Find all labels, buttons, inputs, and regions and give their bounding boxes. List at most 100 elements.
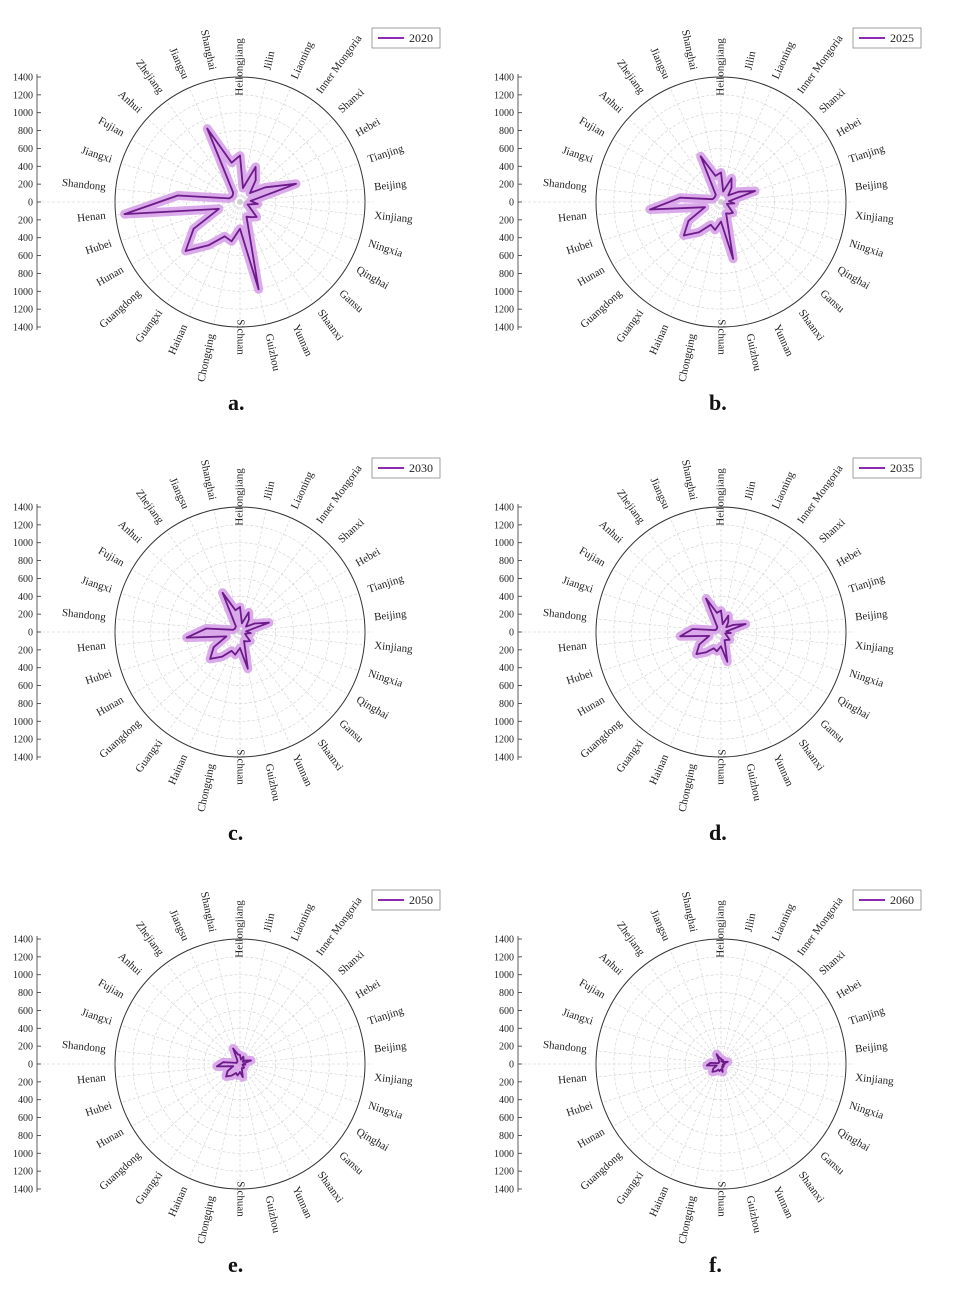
data-point bbox=[250, 1059, 252, 1062]
tick-label: 1000 bbox=[494, 1149, 514, 1160]
category-label: Guangdong bbox=[97, 717, 144, 761]
data-point bbox=[720, 645, 722, 648]
category-label: Ningxia bbox=[367, 1100, 405, 1122]
category-label: Yunnan bbox=[290, 1185, 315, 1221]
spoke bbox=[239, 949, 292, 1065]
data-point bbox=[725, 634, 728, 636]
legend[interactable]: 2025 bbox=[852, 27, 922, 49]
tick-label: 200 bbox=[499, 1042, 514, 1053]
data-point bbox=[725, 630, 728, 633]
legend[interactable]: 2030 bbox=[371, 457, 441, 479]
spoke bbox=[146, 631, 241, 716]
data-point bbox=[239, 647, 241, 649]
category-label: Shandong bbox=[61, 177, 107, 194]
category-label: Guangxi bbox=[614, 1169, 646, 1207]
data-point bbox=[241, 1067, 243, 1069]
tick-label: 400 bbox=[18, 663, 33, 674]
data-point bbox=[246, 203, 249, 206]
category-label: Tianjing bbox=[847, 573, 886, 596]
spoke bbox=[239, 1063, 349, 1127]
data-point bbox=[715, 1053, 718, 1055]
category-label: Yunnan bbox=[771, 323, 796, 359]
category-label: Gansu bbox=[818, 288, 847, 316]
legend-label: 2060 bbox=[890, 893, 914, 907]
data-point bbox=[228, 197, 230, 200]
data-point bbox=[708, 635, 710, 637]
data-point bbox=[722, 190, 724, 193]
data-point bbox=[207, 244, 210, 247]
data-point bbox=[728, 200, 730, 202]
data-point bbox=[732, 624, 735, 626]
data-point bbox=[230, 1074, 233, 1077]
data-point bbox=[699, 155, 702, 158]
tick-label: 200 bbox=[18, 1042, 33, 1053]
radar-panel: 1400 1200 1000 800 600 400 200 0 200 400 600 800 100… bbox=[481, 430, 962, 860]
legend[interactable]: 2050 bbox=[371, 889, 441, 911]
category-label: Shanghai bbox=[198, 891, 218, 934]
tick-label: 400 bbox=[18, 1024, 33, 1035]
data-point bbox=[232, 1065, 234, 1067]
data-point bbox=[727, 194, 730, 197]
spoke bbox=[627, 631, 722, 716]
spoke bbox=[612, 1063, 722, 1127]
spoke bbox=[146, 201, 241, 286]
data-point bbox=[206, 127, 209, 130]
category-label: Shandong bbox=[61, 607, 107, 624]
category-label: Guangdong bbox=[578, 717, 625, 761]
legend[interactable]: 2035 bbox=[852, 457, 922, 479]
data-point bbox=[695, 653, 698, 655]
data-point bbox=[245, 634, 247, 637]
category-label: Heilongjiang bbox=[715, 468, 727, 526]
legend[interactable]: 2060 bbox=[852, 889, 922, 911]
legend-box bbox=[852, 27, 922, 49]
legend[interactable]: 2020 bbox=[371, 27, 441, 49]
category-label: Anhui bbox=[116, 518, 144, 545]
category-label: Shanxi bbox=[817, 948, 848, 977]
tick-label: 600 bbox=[18, 144, 33, 155]
data-point bbox=[716, 650, 718, 652]
category-label: Liaoning bbox=[770, 901, 797, 943]
data-point bbox=[705, 651, 708, 653]
category-label: Ningxia bbox=[848, 1100, 886, 1122]
data-point bbox=[683, 234, 685, 237]
tick-label: 1000 bbox=[494, 108, 514, 119]
category-label: Yunnan bbox=[290, 323, 315, 359]
tick-label: 400 bbox=[499, 1095, 514, 1106]
spoke bbox=[720, 201, 795, 304]
data-point bbox=[242, 187, 244, 189]
category-label: Shanxi bbox=[336, 948, 367, 977]
data-point bbox=[733, 202, 736, 205]
tick-label: 0 bbox=[509, 628, 514, 639]
tick-label: 1400 bbox=[13, 1185, 33, 1196]
data-point bbox=[728, 639, 731, 641]
category-label: Gansu bbox=[337, 1150, 366, 1178]
data-point bbox=[724, 632, 726, 635]
spoke bbox=[647, 962, 722, 1065]
category-label: Hubei bbox=[565, 238, 594, 258]
data-point bbox=[247, 667, 249, 670]
category-label: Sichuan bbox=[715, 319, 727, 355]
category-label: Jiangsu bbox=[648, 46, 673, 81]
data-point bbox=[236, 1060, 239, 1063]
data-point bbox=[241, 1060, 244, 1063]
spoke bbox=[166, 962, 241, 1065]
category-label: Beijing bbox=[855, 178, 889, 193]
spoke bbox=[720, 201, 840, 241]
tick-label: 1000 bbox=[13, 538, 33, 549]
category-label: Heilongjiang bbox=[715, 38, 727, 96]
category-label: Hainan bbox=[166, 1184, 190, 1218]
category-label: Jilin bbox=[743, 912, 759, 934]
category-label: Henan bbox=[558, 640, 588, 655]
spoke bbox=[627, 980, 722, 1065]
spoke bbox=[596, 1050, 722, 1065]
category-label: Jiangsu bbox=[167, 476, 192, 511]
category-label: Liaoning bbox=[289, 469, 316, 511]
category-label: Zhejiang bbox=[614, 487, 647, 526]
data-point bbox=[721, 1071, 724, 1073]
data-point bbox=[226, 1070, 229, 1072]
category-label: Henan bbox=[558, 210, 588, 225]
data-point bbox=[245, 625, 247, 628]
data-point bbox=[205, 627, 208, 630]
spoke bbox=[239, 631, 359, 671]
